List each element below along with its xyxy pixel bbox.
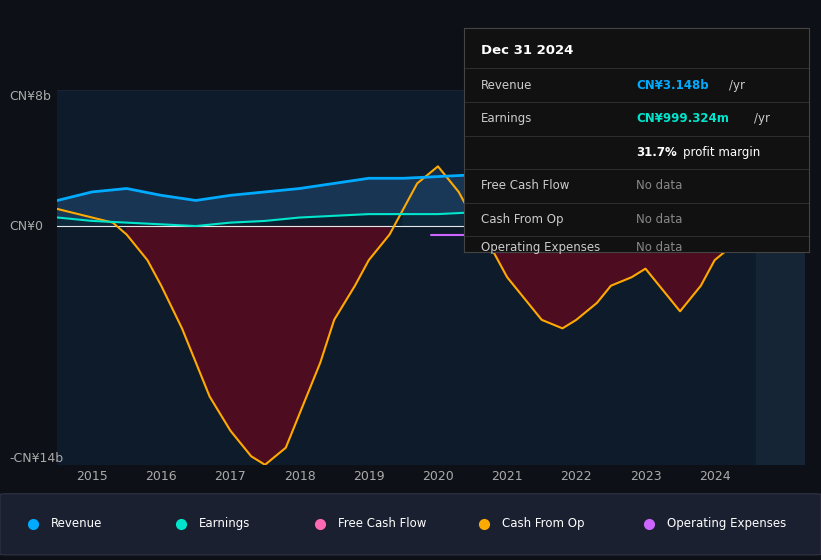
Text: 31.7%: 31.7% [636, 146, 677, 159]
Text: No data: No data [636, 241, 682, 254]
Text: No data: No data [636, 213, 682, 226]
Text: No data: No data [636, 179, 682, 193]
FancyBboxPatch shape [0, 494, 821, 555]
Text: Dec 31 2024: Dec 31 2024 [481, 44, 574, 57]
Text: Earnings: Earnings [481, 112, 533, 125]
Text: CN¥8b: CN¥8b [9, 90, 51, 102]
Text: Earnings: Earnings [199, 517, 250, 530]
Text: Revenue: Revenue [51, 517, 103, 530]
Text: Operating Expenses: Operating Expenses [481, 241, 600, 254]
Text: Cash From Op: Cash From Op [481, 213, 563, 226]
Text: /yr: /yr [754, 112, 769, 125]
Text: Operating Expenses: Operating Expenses [667, 517, 786, 530]
Text: Free Cash Flow: Free Cash Flow [338, 517, 427, 530]
Text: Free Cash Flow: Free Cash Flow [481, 179, 570, 193]
Text: /yr: /yr [729, 78, 745, 92]
Text: profit margin: profit margin [683, 146, 760, 159]
Text: CN¥0: CN¥0 [9, 220, 43, 232]
Text: Revenue: Revenue [481, 78, 533, 92]
Bar [756, 90, 805, 465]
Text: CN¥3.148b: CN¥3.148b [636, 78, 709, 92]
Text: -CN¥14b: -CN¥14b [9, 452, 63, 465]
Text: CN¥999.324m: CN¥999.324m [636, 112, 729, 125]
Text: Cash From Op: Cash From Op [502, 517, 585, 530]
